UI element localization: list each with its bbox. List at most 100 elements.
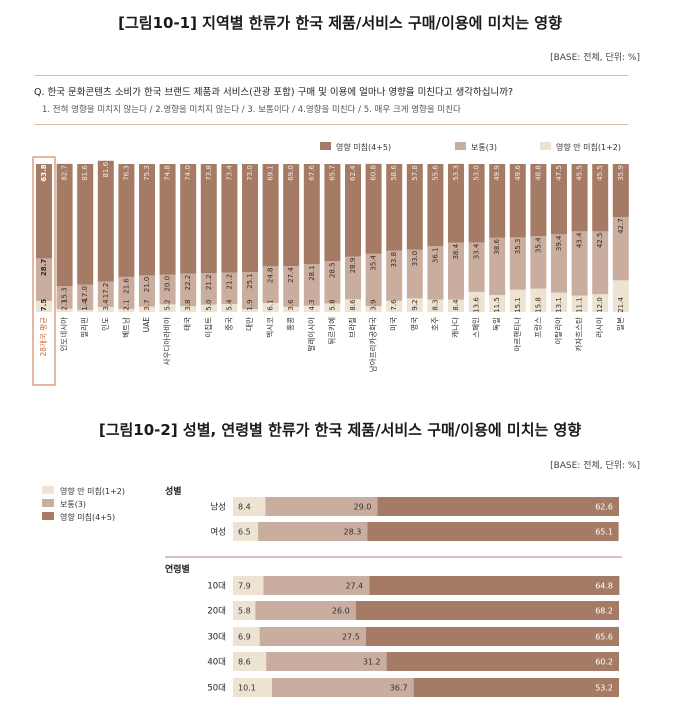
legend-label: 보통(3) <box>471 143 497 152</box>
data-label-low: 11.5 <box>493 297 501 313</box>
category-tick-label: 베트남 <box>121 317 130 338</box>
bar-segment-low <box>56 308 73 312</box>
bar-segment-mid <box>612 217 629 281</box>
bar-segment-mid <box>118 276 135 309</box>
category-tick-label: 남아프리카공화국 <box>368 317 378 372</box>
category-label: 10대 <box>207 582 226 592</box>
data-label-mid: 36.1 <box>431 247 439 263</box>
data-label-mid: 42.5 <box>596 233 604 249</box>
legend-swatch <box>455 142 466 150</box>
bar-segment-low <box>233 576 264 595</box>
data-label-high: 53.2 <box>595 684 613 693</box>
bar-segment-high <box>592 164 609 232</box>
data-label-high: 65.7 <box>328 165 336 181</box>
data-label-high: 81.6 <box>81 165 89 181</box>
data-label-high: 65.6 <box>595 633 613 642</box>
data-label-high: 69.0 <box>287 165 295 181</box>
bar-segment-mid <box>386 250 403 301</box>
bar-segment-low <box>233 601 256 620</box>
data-label-high: 47.5 <box>555 165 563 181</box>
data-label-high: 49.6 <box>514 165 522 181</box>
bar-segment-mid <box>56 286 73 309</box>
data-label-low: 8.6 <box>238 658 251 667</box>
legend-swatch <box>540 142 551 150</box>
data-label-high: 55.6 <box>431 165 439 181</box>
bar-segment-low <box>233 627 260 646</box>
bar-segment-low <box>386 300 403 312</box>
data-label-mid: 28.9 <box>349 258 357 274</box>
data-label-low: 5.8 <box>328 299 336 310</box>
data-label-mid: 31.2 <box>363 658 381 667</box>
bar-segment-mid <box>36 258 52 301</box>
bar-segment-high <box>365 627 619 646</box>
category-tick-label: 멕시코 <box>265 317 275 338</box>
bar-segment-low <box>77 309 94 312</box>
data-label-mid: 27.5 <box>342 633 360 642</box>
data-label-high: 67.6 <box>308 165 316 181</box>
data-label-mid: 20.0 <box>164 276 172 292</box>
data-label-mid: 21.6 <box>122 278 130 294</box>
data-label-low: 6.1 <box>267 299 275 310</box>
data-label-mid: 33.8 <box>390 252 398 268</box>
bar-segment-low <box>468 291 485 312</box>
bar-segment-mid <box>262 266 279 303</box>
data-label-high: 76.3 <box>122 165 130 181</box>
data-label-low: 4.3 <box>308 299 316 310</box>
data-label-mid: 43.4 <box>576 232 584 248</box>
data-label-low: 13.1 <box>555 297 563 313</box>
bar-segment-low <box>283 306 300 312</box>
bar-segment-high <box>324 164 341 262</box>
data-label-low: 5.0 <box>205 299 213 310</box>
legend-label: 영향 안 미침(1+2) <box>60 486 125 496</box>
bar-segment-mid <box>283 266 300 307</box>
bar-segment-mid <box>258 522 368 541</box>
data-label-high: 73.0 <box>246 165 254 181</box>
bar-segment-mid <box>97 281 114 307</box>
data-label-high: 49.9 <box>493 165 501 181</box>
data-label-high: 58.6 <box>390 165 398 181</box>
category-tick-label: 사우디아라비아 <box>162 317 172 365</box>
data-label-high: 62.4 <box>349 165 357 181</box>
data-label-low: 15.8 <box>534 297 542 313</box>
data-label-mid: 38.4 <box>452 243 460 259</box>
data-label-mid: 17.2 <box>102 283 110 299</box>
bar-segment-high <box>56 163 73 287</box>
category-tick-label: 미국 <box>389 317 398 331</box>
legend-swatch <box>42 512 54 520</box>
category-tick-label: 일본 <box>616 317 625 331</box>
data-label-mid: 38.6 <box>493 239 501 255</box>
data-label-low: 15.1 <box>514 297 522 313</box>
legend-swatch <box>42 499 54 507</box>
bar-segment-low <box>97 306 114 312</box>
bar-segment-high <box>406 164 423 250</box>
bar-segment-mid <box>271 678 414 697</box>
bar-segment-mid <box>263 576 370 595</box>
data-label-mid: 42.7 <box>617 218 625 234</box>
bar-segment-mid <box>242 272 258 310</box>
group-label-age: 연령별 <box>165 563 190 575</box>
data-label-low: 3.4 <box>102 299 110 311</box>
bar-segment-high <box>36 164 52 259</box>
data-label-low: 1.9 <box>246 299 254 310</box>
bar-segment-high <box>571 164 588 232</box>
data-label-high: 75.3 <box>143 165 151 181</box>
data-label-high: 60.2 <box>595 658 613 667</box>
bar-segment-low <box>233 678 272 697</box>
bar-segment-low <box>159 304 176 312</box>
category-tick-label: 브라질 <box>348 317 357 338</box>
regional-stacked-bar-chart: 영향 미침(4+5) 보통(3) 영향 안 미침(1+2) 63.8 28.7 7.5 28… <box>32 142 629 386</box>
bar-segment-high <box>413 678 619 697</box>
bar-segment-low <box>345 299 361 312</box>
data-label-low: 5.2 <box>164 299 172 310</box>
bar-segment-mid <box>489 237 506 295</box>
legend-swatch <box>42 486 54 494</box>
data-label-mid: 25.1 <box>246 273 254 289</box>
data-label-mid: 28.3 <box>344 528 362 537</box>
bar-segment-low <box>262 302 279 312</box>
bar-segment-mid <box>509 237 526 290</box>
chart1-title: [그림10-1] 지역별 한류가 한국 제품/서비스 구매/이용에 미치는 영향 <box>118 14 562 32</box>
data-label-low: 11.1 <box>576 297 584 313</box>
bar-segment-low <box>489 294 506 312</box>
category-tick-label: 28개국 평균 <box>38 317 48 357</box>
bar-segment-mid <box>259 627 366 646</box>
